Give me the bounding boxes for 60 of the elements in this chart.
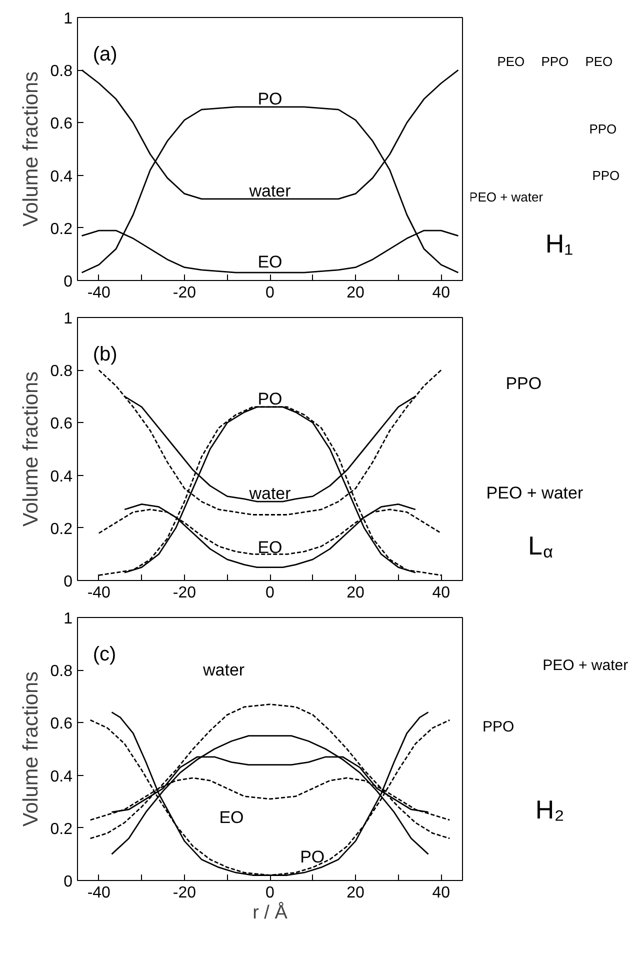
y-tick-label: 0.6: [50, 116, 73, 133]
x-tick-label: 20: [346, 584, 365, 602]
annotation: PO: [258, 390, 282, 409]
text: H₂: [535, 794, 564, 825]
text: PPO: [541, 54, 569, 69]
y-tick-label: 0: [64, 274, 73, 290]
x-tick-label: 0: [266, 884, 275, 902]
annotation: PO: [300, 847, 325, 866]
x-tick-label: -40: [87, 884, 111, 902]
x-tick-label: 20: [346, 884, 365, 902]
y-tick-label: 0: [64, 874, 73, 890]
text: H₁: [545, 228, 574, 259]
annotation: water: [248, 484, 292, 504]
text: PPO: [482, 718, 514, 736]
y-tick-label: 0.4: [50, 768, 73, 786]
y-tick-label: 1: [64, 310, 73, 328]
y-axis-title: Volume fractions: [19, 371, 42, 527]
annotation: PO: [258, 90, 282, 109]
annotation: EO: [219, 808, 244, 827]
text: PEO + water: [486, 483, 584, 502]
text: PEO: [497, 54, 525, 69]
y-tick-label: 0.4: [50, 468, 73, 486]
text: PEO: [585, 54, 613, 69]
y-axis-title: Volume fractions: [19, 71, 42, 227]
annotation: (c): [92, 643, 116, 666]
text: PPO: [592, 168, 620, 183]
x-tick-label: 0: [266, 284, 275, 302]
y-tick-label: 0.2: [50, 520, 73, 538]
y-tick-label: 0: [64, 574, 73, 590]
annotation: water: [248, 182, 292, 201]
y-tick-label: 0.2: [50, 820, 73, 838]
y-tick-label: 0.4: [50, 168, 73, 186]
text: PEO + water: [542, 657, 628, 674]
x-tick-label: 40: [432, 284, 450, 302]
y-tick-label: 0.6: [50, 716, 73, 733]
y-tick-label: 0.8: [50, 663, 73, 680]
x-tick-label: 40: [432, 884, 450, 902]
text: PPO: [506, 374, 542, 393]
x-tick-label: -40: [87, 284, 111, 302]
y-axis-title: Volume fractions: [19, 671, 42, 827]
x-tick-label: 0: [266, 584, 275, 602]
x-tick-label: -20: [172, 884, 196, 902]
x-axis-title: r / Å: [252, 902, 288, 924]
x-tick-label: 40: [432, 584, 450, 602]
annotation: (a): [92, 43, 118, 66]
annotation: EO: [258, 252, 282, 272]
y-tick-label: 1: [64, 610, 73, 628]
annotation: (b): [92, 343, 118, 366]
annotation: EO: [258, 538, 282, 558]
y-tick-label: 0.6: [50, 416, 73, 433]
y-tick-label: 1: [64, 10, 73, 28]
x-tick-label: -40: [87, 584, 111, 602]
text: PPO: [589, 121, 617, 136]
y-tick-label: 0.8: [50, 363, 73, 380]
y-tick-label: 0.2: [50, 220, 73, 238]
annotation: water: [202, 660, 245, 680]
x-tick-label: -20: [172, 284, 196, 302]
y-tick-label: 0.8: [50, 63, 73, 80]
x-tick-label: -20: [172, 584, 196, 602]
x-tick-label: 20: [346, 284, 365, 302]
